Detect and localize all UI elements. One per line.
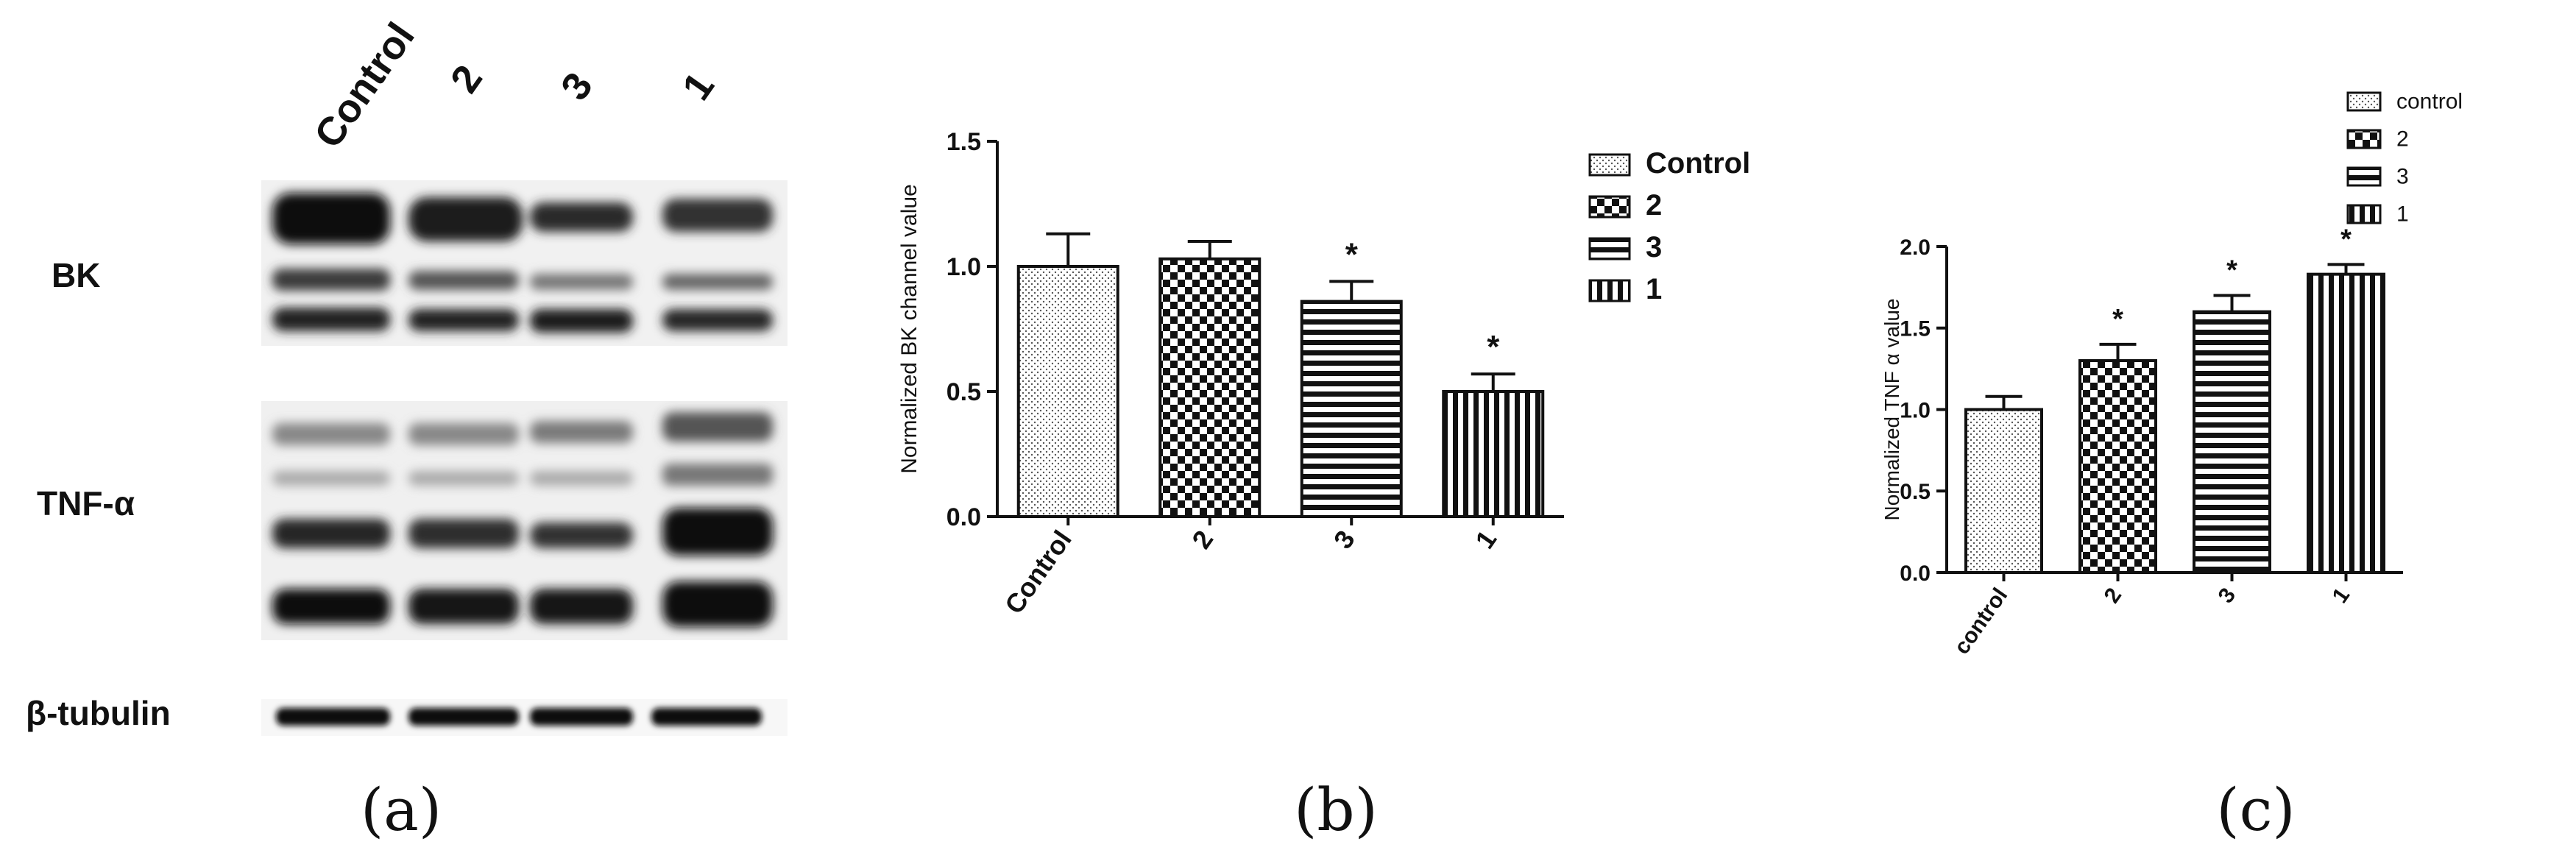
y-tick-label: 1.0 <box>946 253 981 281</box>
x-tick-label: 1 <box>1469 525 1502 554</box>
bar <box>1442 390 1545 518</box>
y-tick-label: 1.5 <box>946 128 981 156</box>
bar <box>1964 408 2043 574</box>
bk-bar-chart: 0.0 0.5 1.0 1.5 Normalized BK channel value C… <box>897 128 1750 844</box>
bar <box>2193 310 2271 574</box>
legend-swatch <box>2346 129 2382 149</box>
y-tick-label: 1.0 <box>1900 398 1931 422</box>
y-tick-label: 0.0 <box>1900 561 1931 586</box>
significance-marker: * <box>1487 329 1500 365</box>
caption-b: (b) <box>1294 776 1378 844</box>
legend-swatch <box>1588 279 1631 302</box>
western-blot-panel: Control 2 3 1 BK TNF-α β-tubulin <box>26 15 788 844</box>
legend-swatch <box>2346 91 2382 112</box>
legend-label: 2 <box>2396 127 2409 152</box>
row-label-tnf: TNF-α <box>37 484 135 522</box>
x-tick-label: control <box>1950 584 2012 659</box>
lane-labels: Control 2 3 1 <box>306 15 723 156</box>
legend-swatch <box>1588 195 1631 219</box>
bar <box>2307 272 2385 574</box>
legend-swatch <box>2346 166 2382 187</box>
tnf-blot <box>261 401 788 640</box>
significance-marker: * <box>1345 236 1359 272</box>
y-axis-label: Normalized TNF α value <box>1880 299 1903 521</box>
x-tick-label: 2 <box>1186 525 1219 554</box>
y-tick-label: 1.5 <box>1900 317 1931 341</box>
legend-label: Control <box>1646 147 1750 180</box>
caption-c: (c) <box>2216 776 2295 844</box>
y-tick-label: 0.0 <box>946 503 981 531</box>
lane-label: 3 <box>553 65 601 108</box>
x-tick-label: 3 <box>1328 525 1361 554</box>
lane-label: Control <box>306 15 423 156</box>
legend-label: 3 <box>2396 165 2409 189</box>
caption-a: (a) <box>361 776 442 844</box>
bar <box>2078 359 2157 574</box>
legend-label: 2 <box>1646 189 1662 222</box>
legend-swatch <box>2346 204 2382 224</box>
bar <box>1158 257 1262 518</box>
x-tick-label: 1 <box>2328 584 2355 608</box>
row-label-tubulin: β-tubulin <box>26 694 171 732</box>
lane-label: 1 <box>674 65 723 108</box>
x-tick-label: Control <box>999 525 1078 619</box>
bar <box>1300 300 1403 518</box>
legend-label: 1 <box>2396 202 2409 227</box>
y-axis-label: Normalized BK channel value <box>897 184 921 474</box>
significance-marker: * <box>2112 304 2123 335</box>
x-tick-label: 2 <box>2100 584 2127 608</box>
legend-label: 1 <box>1646 273 1662 305</box>
y-tick-label: 0.5 <box>946 378 981 406</box>
y-tick-label: 2.0 <box>1900 235 1931 260</box>
tubulin-blot <box>261 699 788 736</box>
significance-marker: * <box>2340 224 2352 255</box>
row-labels: BK TNF-α β-tubulin <box>26 256 171 732</box>
significance-marker: * <box>2226 255 2237 286</box>
tnf-bar-chart: 0.0 0.5 1.0 1.5 2.0 Normalized TNF α value con… <box>1880 90 2463 844</box>
y-tick-label: 0.5 <box>1900 480 1931 504</box>
lane-label: 2 <box>442 57 491 101</box>
legend-label: control <box>2396 90 2463 114</box>
bar <box>1016 265 1119 518</box>
legend-swatch <box>1588 153 1631 177</box>
x-tick-label: 3 <box>2214 584 2241 608</box>
bk-blot <box>261 180 788 346</box>
legend-swatch <box>1588 237 1631 261</box>
legend-label: 3 <box>1646 231 1662 263</box>
row-label-bk: BK <box>52 256 100 294</box>
